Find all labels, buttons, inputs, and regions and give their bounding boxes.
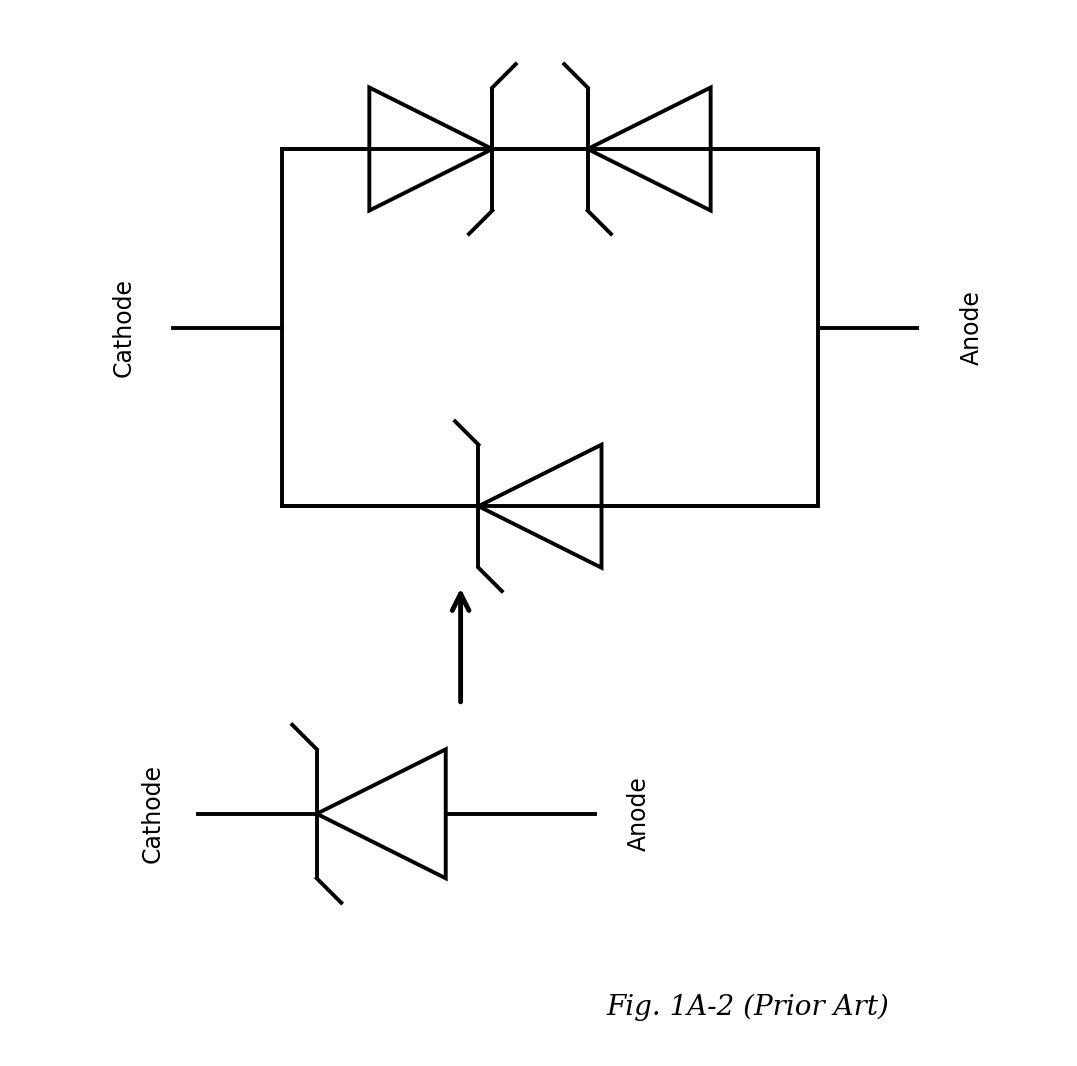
Text: Anode: Anode — [627, 776, 652, 852]
Text: Anode: Anode — [960, 290, 983, 365]
Text: Cathode: Cathode — [111, 278, 136, 377]
Text: Fig. 1A-2 (Prior Art): Fig. 1A-2 (Prior Art) — [607, 994, 890, 1021]
Text: Cathode: Cathode — [141, 764, 165, 863]
